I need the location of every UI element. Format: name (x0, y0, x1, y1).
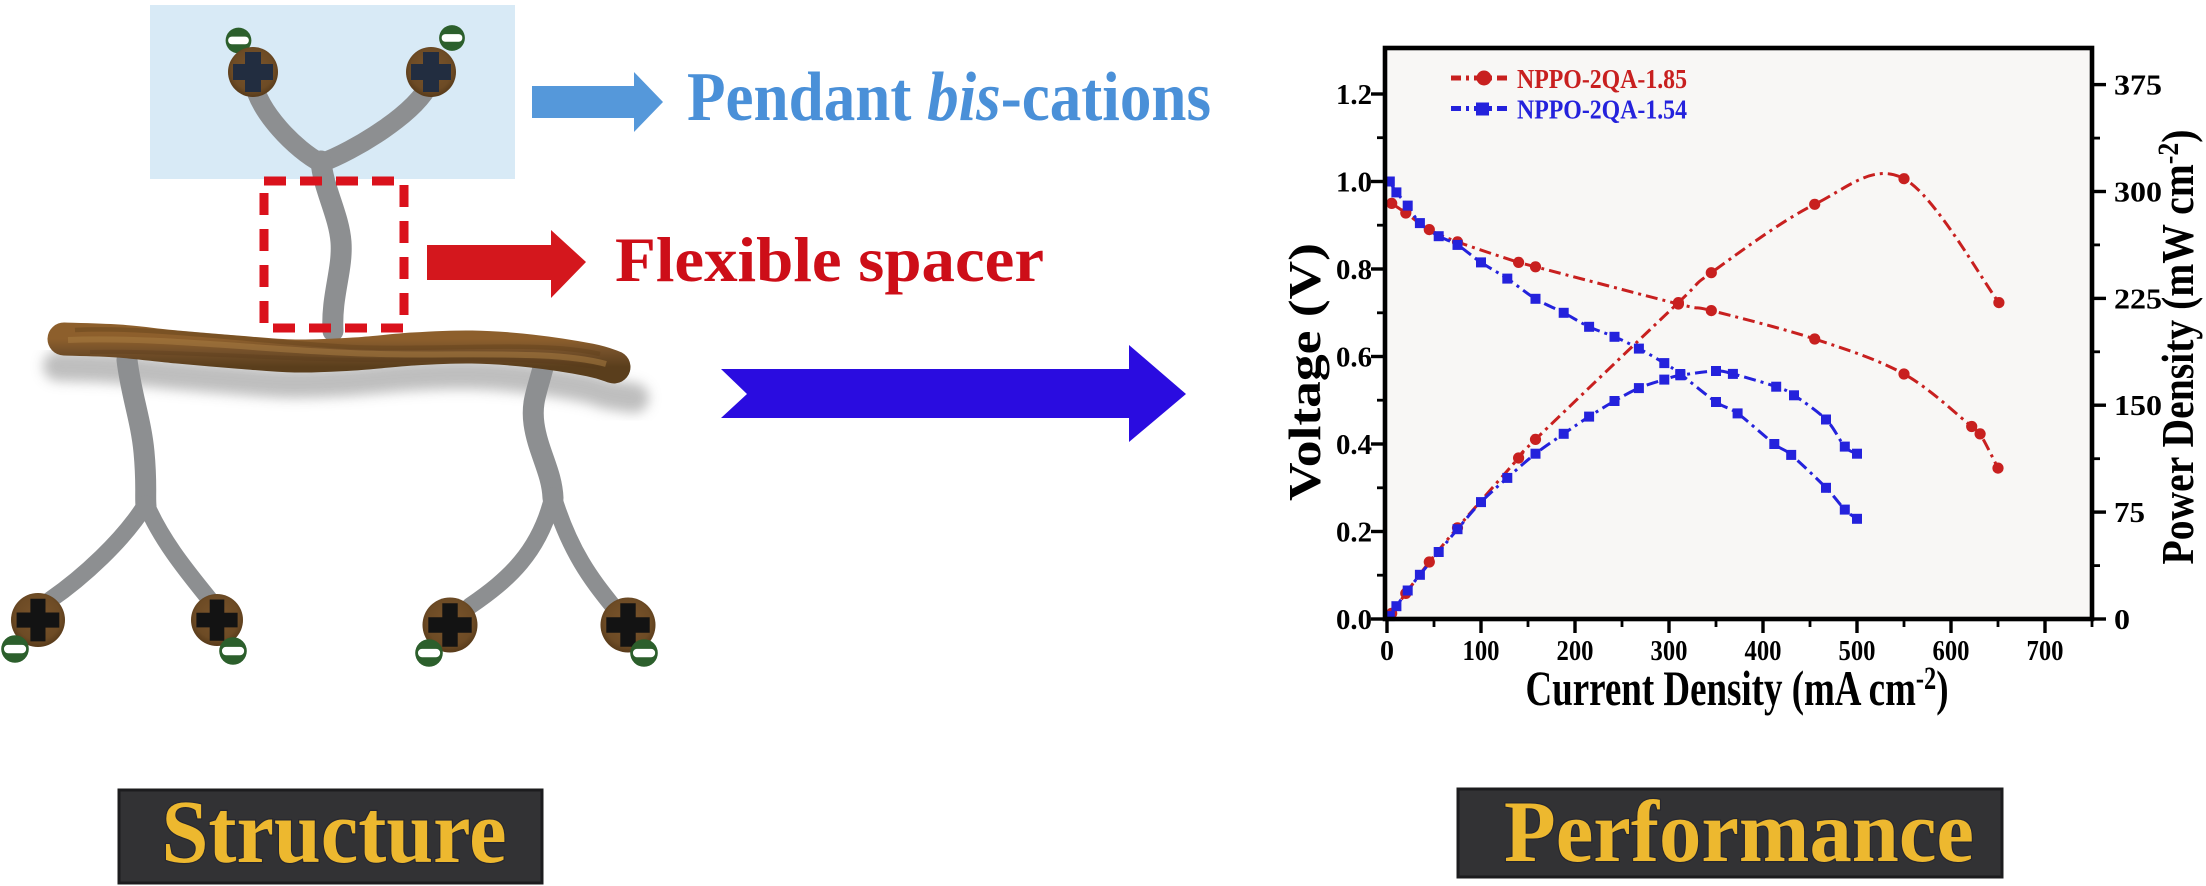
svg-text:Performance: Performance (1504, 784, 1974, 881)
svg-text:0.8: 0.8 (1336, 254, 1372, 286)
svg-text:0.4: 0.4 (1336, 429, 1372, 461)
svg-text:NPPO-2QA-1.85: NPPO-2QA-1.85 (1517, 64, 1687, 94)
svg-text:400: 400 (1745, 635, 1782, 667)
svg-text:Pendant bis-cations: Pendant bis-cations (687, 59, 1211, 136)
svg-text:Power Density (mW cm-2): Power Density (mW cm-2) (2152, 130, 2203, 565)
svg-text:100: 100 (1463, 635, 1500, 667)
svg-text:Voltage (V): Voltage (V) (1279, 243, 1330, 501)
svg-text:150: 150 (2114, 390, 2162, 422)
svg-text:75: 75 (2114, 497, 2145, 529)
svg-text:500: 500 (1839, 635, 1876, 667)
svg-text:375: 375 (2114, 70, 2162, 102)
svg-text:300: 300 (1651, 635, 1688, 667)
svg-text:0.6: 0.6 (1336, 342, 1372, 374)
svg-text:300: 300 (2114, 177, 2162, 209)
svg-text:Current Density (mA cm-2): Current Density (mA cm-2) (1526, 660, 1949, 716)
svg-text:1.2: 1.2 (1336, 79, 1372, 111)
svg-text:225: 225 (2114, 283, 2162, 315)
svg-text:0.0: 0.0 (1336, 604, 1372, 636)
svg-text:0.2: 0.2 (1336, 517, 1372, 549)
svg-text:0: 0 (2114, 604, 2130, 636)
svg-text:Flexible spacer: Flexible spacer (615, 224, 1044, 295)
svg-text:0: 0 (1380, 635, 1394, 667)
svg-text:700: 700 (2027, 635, 2064, 667)
svg-text:600: 600 (1933, 635, 1970, 667)
svg-text:1.0: 1.0 (1336, 167, 1372, 199)
svg-text:NPPO-2QA-1.54: NPPO-2QA-1.54 (1517, 95, 1687, 125)
svg-text:200: 200 (1557, 635, 1594, 667)
svg-text:Structure: Structure (162, 783, 507, 882)
